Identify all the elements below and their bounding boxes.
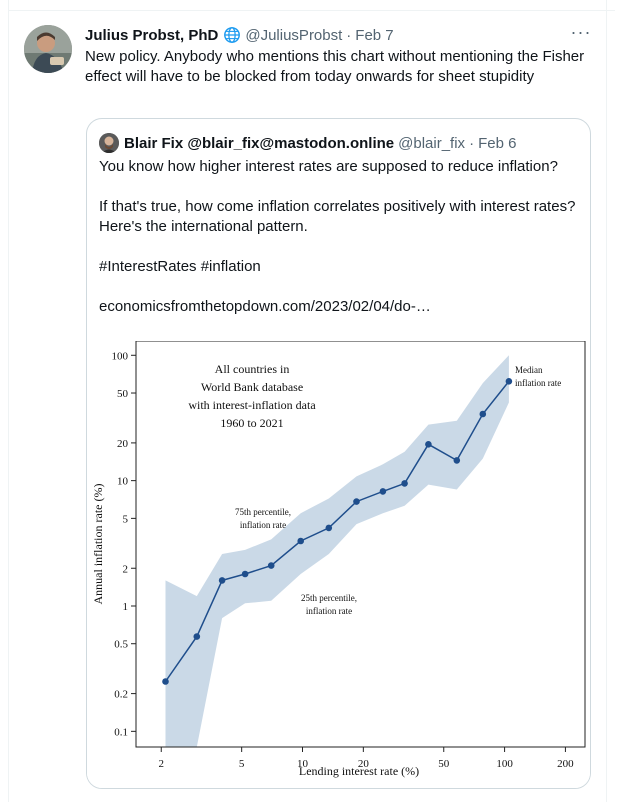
plot-frame xyxy=(135,341,586,748)
median-point xyxy=(267,562,275,569)
author-handle[interactable]: @JuliusProbst xyxy=(245,26,343,44)
timeline-left-border xyxy=(8,0,9,802)
chart-annotation-title: All countries in World Bank database wit… xyxy=(188,362,316,430)
median-point xyxy=(297,537,304,545)
author-avatar-image xyxy=(24,25,72,73)
more-options-button[interactable]: ··· xyxy=(570,22,592,42)
x-tick-label: 5 xyxy=(239,758,245,770)
quote-avatar-image xyxy=(99,133,119,153)
header-separator: · xyxy=(346,26,352,44)
y-axis-ticks: 0.1 0.2 0.5 1 2 5 10 20 50 100 xyxy=(112,350,136,738)
quote-author-handle: @blair_fix xyxy=(398,134,466,152)
x-tick-label: 100 xyxy=(496,758,513,770)
quote-author-avatar xyxy=(99,133,119,153)
x-tick-label: 10 xyxy=(297,758,309,770)
annotation-title-line: All countries in xyxy=(215,362,290,376)
author-name[interactable]: Julius Probst, PhD xyxy=(85,26,219,44)
p75-label-line: inflation rate xyxy=(240,520,286,530)
x-tick-label: 2 xyxy=(158,758,164,770)
p25-label-line: inflation rate xyxy=(306,606,352,616)
x-tick-label: 20 xyxy=(358,758,370,770)
globe-icon xyxy=(224,27,241,43)
p25-label-line: 25th percentile, xyxy=(301,593,357,603)
y-tick-label: 50 xyxy=(117,388,129,400)
quote-separator: · xyxy=(469,134,475,152)
annotation-title-line: World Bank database xyxy=(201,380,303,394)
tweet-date[interactable]: Feb 7 xyxy=(355,26,394,44)
y-tick-label: 1 xyxy=(123,601,129,613)
median-point xyxy=(162,678,169,685)
y-tick-label: 0.5 xyxy=(114,639,128,651)
y-tick-label: 100 xyxy=(112,350,129,362)
quote-header: Blair Fix @blair_fix@mastodon.online @bl… xyxy=(99,133,516,153)
median-point xyxy=(325,524,333,532)
x-tick-label: 50 xyxy=(438,758,450,770)
y-tick-label: 20 xyxy=(117,438,129,450)
median-point xyxy=(241,570,249,578)
median-label-line: Median xyxy=(515,365,543,375)
y-axis-label: Annual inflation rate (%) xyxy=(91,484,105,605)
quote-line: If that's true, how come inflation corre… xyxy=(99,198,576,235)
y-tick-label: 5 xyxy=(123,513,129,525)
x-axis-ticks: 2 5 10 20 50 100 200 xyxy=(158,747,574,770)
tweet-divider xyxy=(8,10,615,11)
median-point xyxy=(425,441,432,448)
y-tick-label: 10 xyxy=(117,476,129,488)
quote-text: You know how higher interest rates are s… xyxy=(99,157,579,317)
p75-label-line: 75th percentile, xyxy=(235,507,291,517)
median-point xyxy=(479,410,487,418)
quoted-tweet[interactable]: Blair Fix @blair_fix@mastodon.online @bl… xyxy=(86,118,591,789)
author-avatar[interactable] xyxy=(24,25,72,73)
annotation-title-line: 1960 to 2021 xyxy=(220,416,283,430)
quote-line: You know how higher interest rates are s… xyxy=(99,158,558,175)
median-series xyxy=(162,378,513,685)
tweet-header: Julius Probst, PhD @JuliusProbst · Feb 7 xyxy=(85,25,583,45)
median-point xyxy=(353,498,360,505)
x-axis-label: Lending interest rate (%) xyxy=(299,764,419,778)
tweet-text: New policy. Anybody who mentions this ch… xyxy=(85,48,585,85)
median-point xyxy=(193,633,201,640)
annotation-p25: 25th percentile, inflation rate xyxy=(301,593,357,616)
y-tick-label: 0.2 xyxy=(114,689,128,701)
x-tick-label: 200 xyxy=(557,758,574,770)
quote-author-name: Blair Fix @blair_fix@mastodon.online xyxy=(124,134,395,152)
chart-image: 2 5 10 20 50 100 200 0.1 0.2 0.5 1 2 5 10 20 50 100 Len… xyxy=(87,341,590,788)
quote-date: Feb 6 xyxy=(478,134,517,152)
median-line xyxy=(164,380,510,682)
inflation-chart: 2 5 10 20 50 100 200 0.1 0.2 0.5 1 2 5 10 20 50 100 Len… xyxy=(87,341,590,788)
y-tick-label: 0.1 xyxy=(114,726,128,738)
median-label-line: inflation rate xyxy=(515,378,561,388)
annotation-median: Median inflation rate xyxy=(515,365,561,388)
article-link[interactable]: economicsfromthetopdown.com/2023/02/04/d… xyxy=(99,298,431,315)
median-point xyxy=(453,457,461,464)
median-point xyxy=(379,488,387,495)
y-tick-label: 2 xyxy=(123,563,129,575)
median-point xyxy=(218,577,226,584)
annotation-title-line: with interest-inflation data xyxy=(188,398,316,412)
hashtags[interactable]: #InterestRates #inflation xyxy=(99,258,261,275)
timeline-right-border xyxy=(606,0,607,802)
annotation-p75: 75th percentile, inflation rate xyxy=(235,507,291,530)
median-point xyxy=(401,480,408,487)
median-point xyxy=(505,378,513,385)
